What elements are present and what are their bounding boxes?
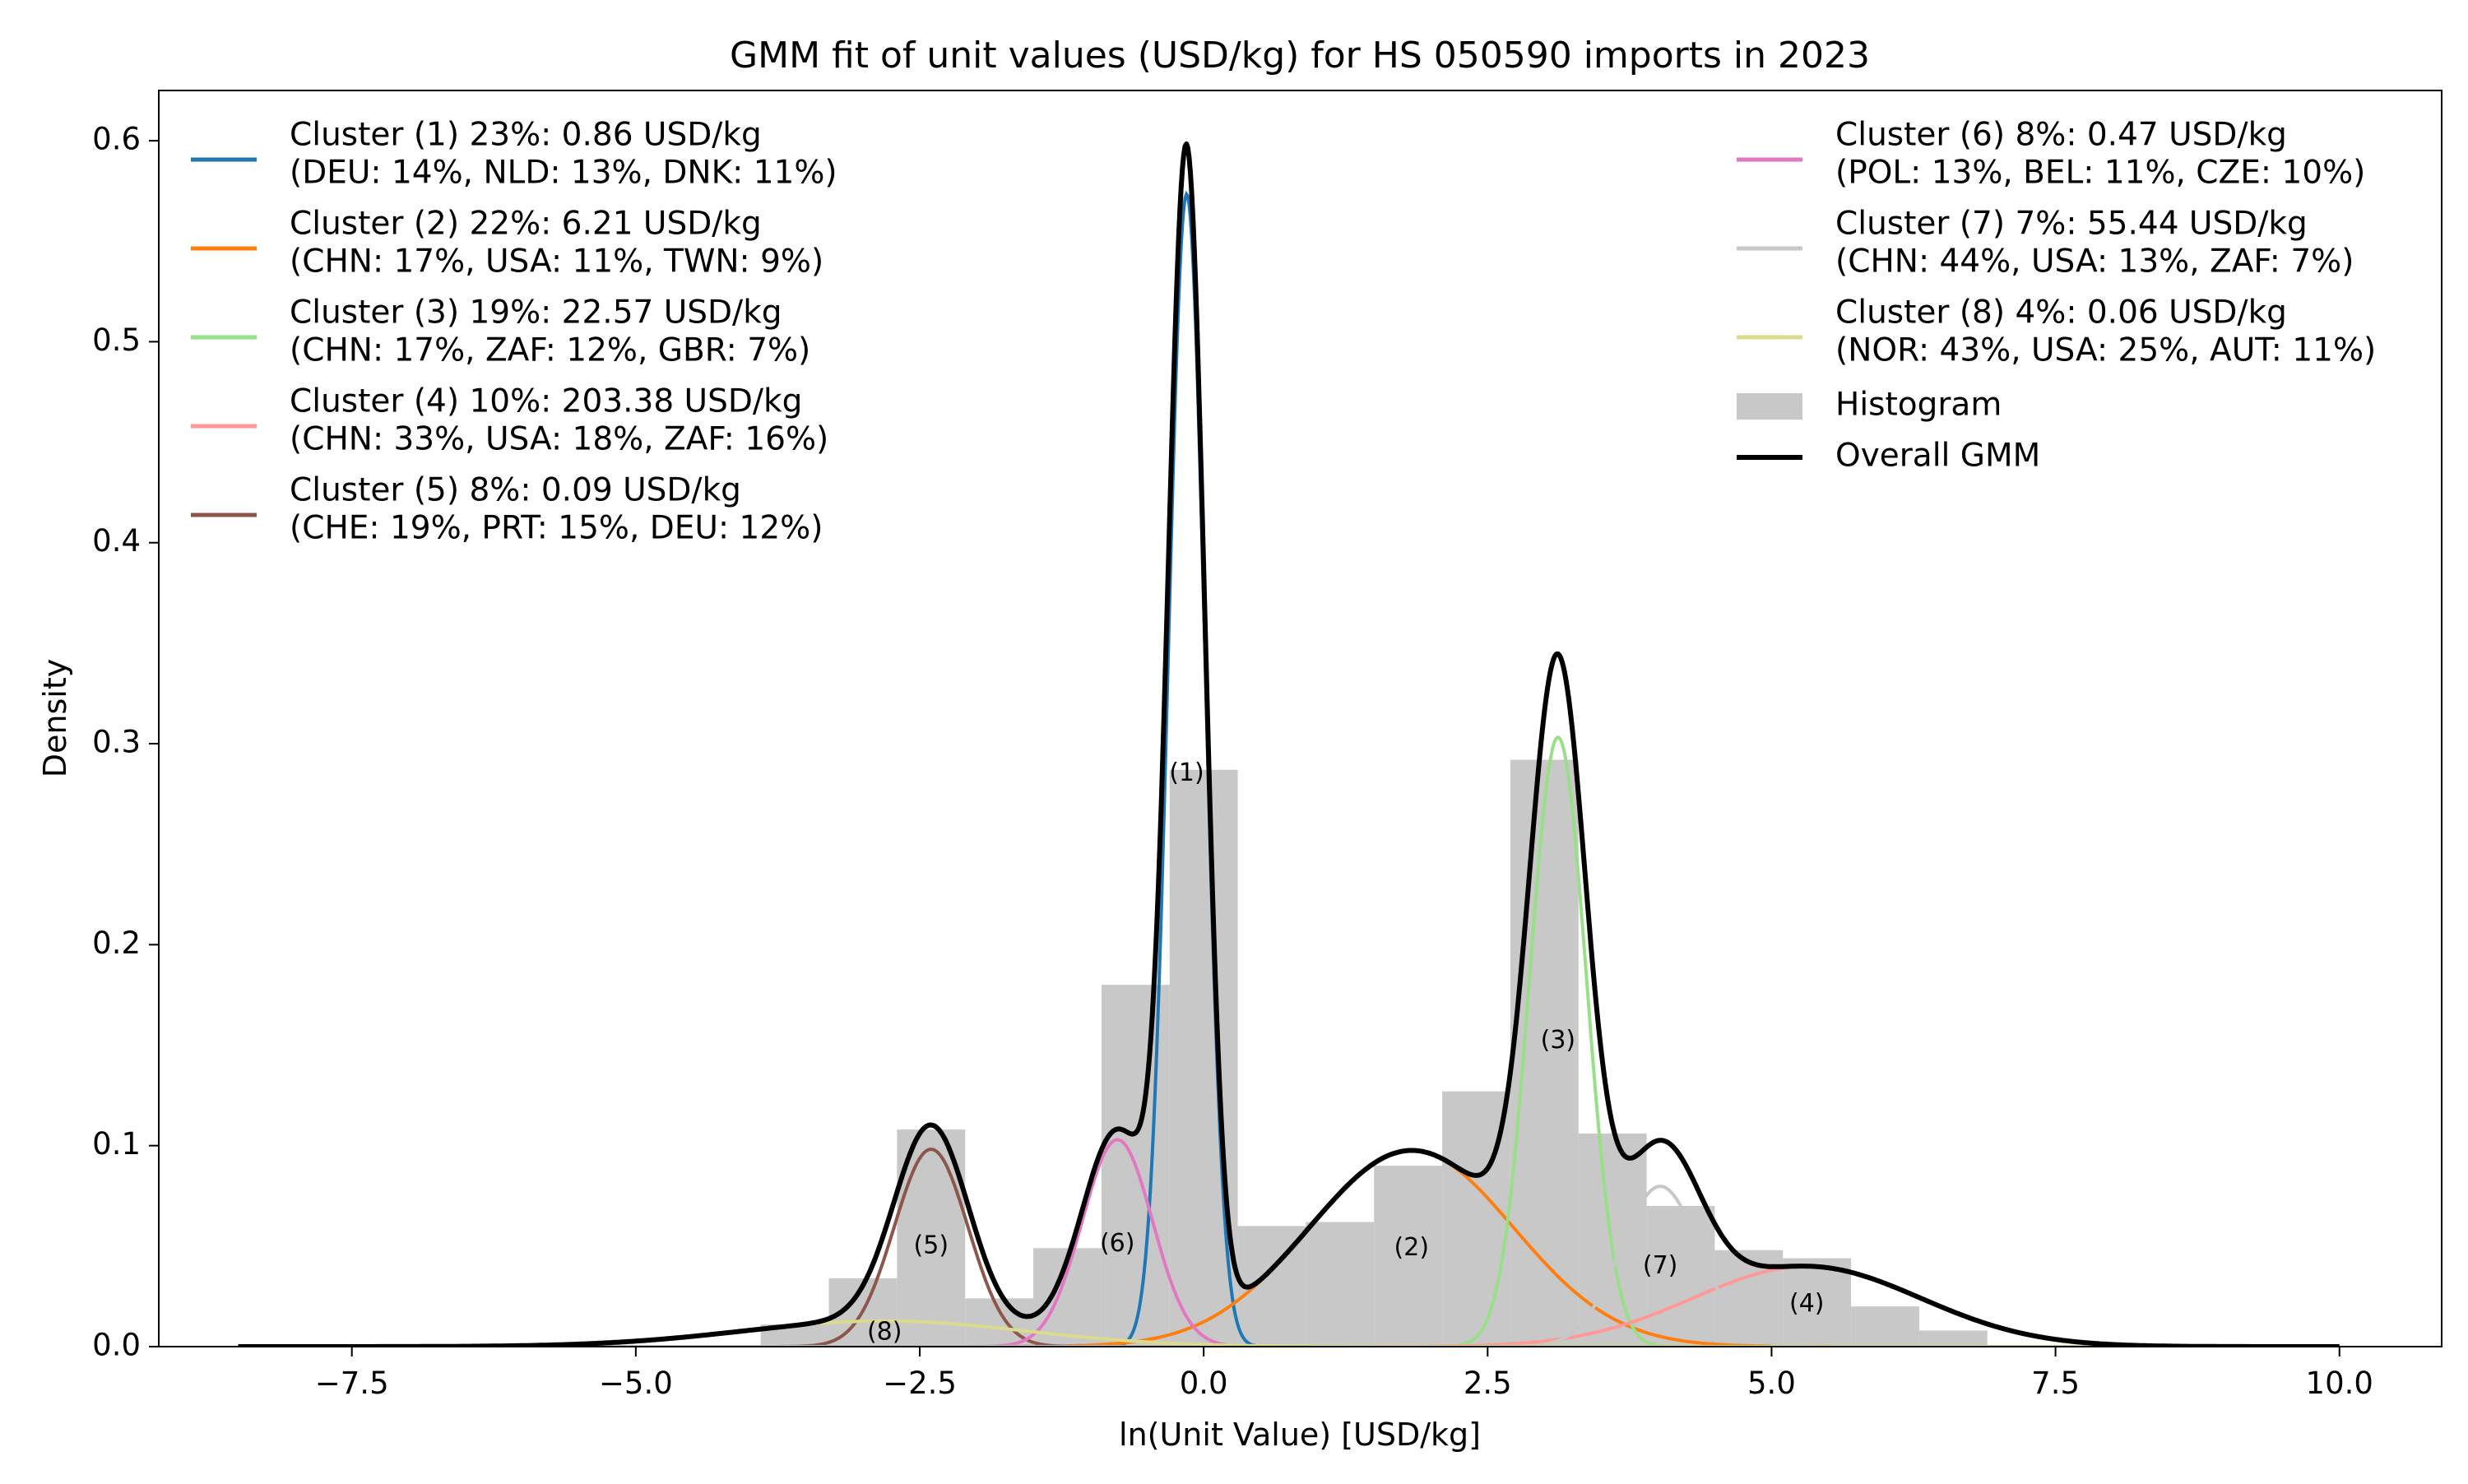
- legend-entry-4: Cluster (4) 10%: 203.38 USD/kg(CHN: 33%,…: [191, 383, 828, 458]
- legend-sublabel: (CHE: 19%, PRT: 15%, DEU: 12%): [290, 510, 823, 547]
- legend-overall-label: Overall GMM: [1835, 438, 2040, 475]
- legend-histogram-label: Histogram: [1835, 387, 2002, 424]
- cluster-annotation: (7): [1643, 1251, 1678, 1280]
- y-tick-label: 0.5: [92, 322, 141, 358]
- histogram-bar: [1510, 759, 1579, 1347]
- legend-label: Cluster (1) 23%: 0.86 USD/kg: [290, 117, 762, 154]
- legend-entry-2: Cluster (2) 22%: 6.21 USD/kg(CHN: 17%, U…: [191, 206, 823, 281]
- x-tick-label: 7.5: [2031, 1366, 2080, 1401]
- histogram-bar: [1783, 1258, 1852, 1347]
- cluster-labels-layer: (1) (2) (3) (4) (5) (6) (7) (8): [867, 758, 1825, 1346]
- legend-entry-1: Cluster (1) 23%: 0.86 USD/kg(DEU: 14%, N…: [191, 117, 837, 192]
- legend-left: Cluster (1) 23%: 0.86 USD/kg(DEU: 14%, N…: [191, 117, 837, 547]
- histogram-bar: [1646, 1205, 1715, 1347]
- legend-sublabel: (DEU: 14%, NLD: 13%, DNK: 11%): [290, 155, 837, 192]
- legend-entry-8: Cluster (8) 4%: 0.06 USD/kg(NOR: 43%, US…: [1737, 294, 2376, 369]
- y-tick-label: 0.4: [92, 523, 141, 559]
- cluster-annotation: (4): [1789, 1289, 1825, 1318]
- histogram-bar: [1306, 1222, 1375, 1347]
- legend-histogram-swatch: [1737, 393, 1802, 420]
- legend-sublabel: (CHN: 44%, USA: 13%, ZAF: 7%): [1835, 243, 2354, 281]
- cluster-annotation: (6): [1100, 1229, 1135, 1258]
- legend-label: Cluster (6) 8%: 0.47 USD/kg: [1835, 117, 2287, 154]
- y-tick-label: 0.0: [92, 1328, 141, 1363]
- legend-sublabel: (CHN: 17%, ZAF: 12%, GBR: 7%): [290, 332, 810, 369]
- legend-sublabel: (CHN: 33%, USA: 18%, ZAF: 16%): [290, 421, 828, 458]
- histogram-bar: [1918, 1330, 1988, 1347]
- legend-label: Cluster (7) 7%: 55.44 USD/kg: [1835, 206, 2308, 243]
- x-tick-label: −2.5: [883, 1366, 957, 1401]
- y-axis-ticks: 0.0 0.1 0.2 0.3 0.4 0.5 0.6: [92, 122, 159, 1363]
- legend-label: Cluster (2) 22%: 6.21 USD/kg: [290, 206, 762, 243]
- legend-sublabel: (CHN: 17%, USA: 11%, TWN: 9%): [290, 243, 823, 281]
- overall-gmm-curve: [237, 141, 2341, 1347]
- cluster-annotation: (3): [1541, 1026, 1576, 1055]
- cluster-annotation: (1): [1169, 758, 1204, 787]
- legend-entry-6: Cluster (6) 8%: 0.47 USD/kg(POL: 13%, BE…: [1737, 117, 2365, 192]
- legend-entry-5: Cluster (5) 8%: 0.09 USD/kg(CHE: 19%, PR…: [191, 472, 823, 547]
- cluster-annotation: (2): [1394, 1233, 1430, 1262]
- plot-frame: [158, 90, 2442, 1347]
- legend-label: Cluster (5) 8%: 0.09 USD/kg: [290, 472, 741, 509]
- x-tick-label: 0.0: [1180, 1366, 1228, 1401]
- y-tick-label: 0.2: [92, 925, 141, 961]
- x-tick-label: −5.0: [599, 1366, 673, 1401]
- legend-label: Cluster (4) 10%: 203.38 USD/kg: [290, 383, 802, 420]
- legend-label: Cluster (3) 19%: 22.57 USD/kg: [290, 294, 782, 332]
- legend-sublabel: (POL: 13%, BEL: 11%, CZE: 10%): [1835, 155, 2365, 192]
- x-tick-label: 10.0: [2306, 1366, 2373, 1401]
- x-tick-label: 2.5: [1464, 1366, 1512, 1401]
- histogram-bar: [1374, 1166, 1443, 1347]
- y-tick-label: 0.3: [92, 725, 141, 760]
- y-tick-label: 0.6: [92, 122, 141, 157]
- cluster-annotation: (5): [914, 1231, 949, 1259]
- legend-sublabel: (NOR: 43%, USA: 25%, AUT: 11%): [1835, 332, 2376, 369]
- legend-entry-7: Cluster (7) 7%: 55.44 USD/kg(CHN: 44%, U…: [1737, 206, 2354, 281]
- x-axis-ticks: −7.5 −5.0 −2.5 0.0 2.5 5.0 7.5 10.0: [315, 1347, 2373, 1401]
- y-tick-label: 0.1: [92, 1126, 141, 1162]
- legend-entry-3: Cluster (3) 19%: 22.57 USD/kg(CHN: 17%, …: [191, 294, 810, 369]
- chart-title: GMM fit of unit values (USD/kg) for HS 0…: [730, 35, 1870, 77]
- y-axis-label: Density: [37, 659, 73, 777]
- x-axis-label: ln(Unit Value) [USD/kg]: [1119, 1417, 1481, 1453]
- x-tick-label: 5.0: [1747, 1366, 1796, 1401]
- cluster-annotation: (8): [867, 1317, 902, 1346]
- legend-label: Cluster (8) 4%: 0.06 USD/kg: [1835, 294, 2287, 332]
- legend-right: Cluster (6) 8%: 0.47 USD/kg(POL: 13%, BE…: [1737, 117, 2376, 475]
- histogram-bar: [1851, 1306, 1919, 1347]
- x-tick-label: −7.5: [315, 1366, 389, 1401]
